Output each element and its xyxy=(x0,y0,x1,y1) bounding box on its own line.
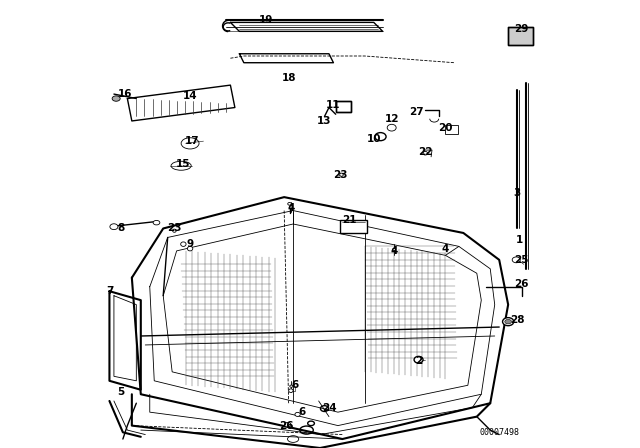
Ellipse shape xyxy=(340,173,343,177)
Ellipse shape xyxy=(512,257,520,263)
Text: 6: 6 xyxy=(298,407,306,417)
Text: 18: 18 xyxy=(282,73,296,83)
Ellipse shape xyxy=(284,422,291,427)
Text: 15: 15 xyxy=(176,159,191,168)
Text: 24: 24 xyxy=(322,403,336,413)
Ellipse shape xyxy=(387,124,396,131)
Ellipse shape xyxy=(188,246,193,251)
Text: 10: 10 xyxy=(367,134,381,144)
Ellipse shape xyxy=(375,133,386,141)
Ellipse shape xyxy=(502,318,514,326)
Text: 8: 8 xyxy=(117,224,124,233)
Text: 4: 4 xyxy=(390,246,397,256)
Text: 5: 5 xyxy=(117,387,124,397)
Ellipse shape xyxy=(173,229,176,233)
Bar xyxy=(445,125,458,134)
Bar xyxy=(508,27,533,45)
Ellipse shape xyxy=(290,385,293,387)
Text: 26: 26 xyxy=(279,421,294,431)
Text: 3: 3 xyxy=(513,188,521,198)
Text: 26: 26 xyxy=(515,280,529,289)
Ellipse shape xyxy=(112,96,120,101)
Text: 17: 17 xyxy=(185,136,200,146)
Ellipse shape xyxy=(289,206,292,208)
Text: 9: 9 xyxy=(186,239,194,249)
Text: 1: 1 xyxy=(516,235,523,245)
Text: 23: 23 xyxy=(333,170,348,180)
Ellipse shape xyxy=(505,319,511,324)
Ellipse shape xyxy=(110,224,118,229)
Ellipse shape xyxy=(295,413,300,417)
Text: 21: 21 xyxy=(342,215,356,224)
Text: 00007498: 00007498 xyxy=(479,428,519,437)
Text: 14: 14 xyxy=(183,91,197,101)
Ellipse shape xyxy=(153,220,160,225)
Bar xyxy=(340,220,367,233)
Text: 25: 25 xyxy=(515,255,529,265)
Text: 28: 28 xyxy=(510,315,524,325)
Ellipse shape xyxy=(289,389,293,392)
Text: 4: 4 xyxy=(442,244,449,254)
Ellipse shape xyxy=(423,151,428,155)
Text: 20: 20 xyxy=(438,123,452,133)
Ellipse shape xyxy=(414,357,423,363)
Ellipse shape xyxy=(288,202,291,205)
Ellipse shape xyxy=(392,249,396,251)
Text: 13: 13 xyxy=(317,116,332,126)
Text: 29: 29 xyxy=(515,24,529,34)
Text: 19: 19 xyxy=(259,15,273,25)
Text: 2: 2 xyxy=(415,356,422,366)
Bar xyxy=(336,101,351,112)
Text: 27: 27 xyxy=(409,107,424,117)
Ellipse shape xyxy=(180,242,186,246)
Text: 12: 12 xyxy=(385,114,399,124)
Text: 7: 7 xyxy=(106,286,113,296)
Text: 4: 4 xyxy=(287,203,294,213)
Text: 11: 11 xyxy=(326,100,340,110)
Text: 22: 22 xyxy=(418,147,433,157)
Text: 23: 23 xyxy=(167,224,182,233)
Text: 6: 6 xyxy=(292,380,299,390)
Text: 16: 16 xyxy=(118,89,132,99)
